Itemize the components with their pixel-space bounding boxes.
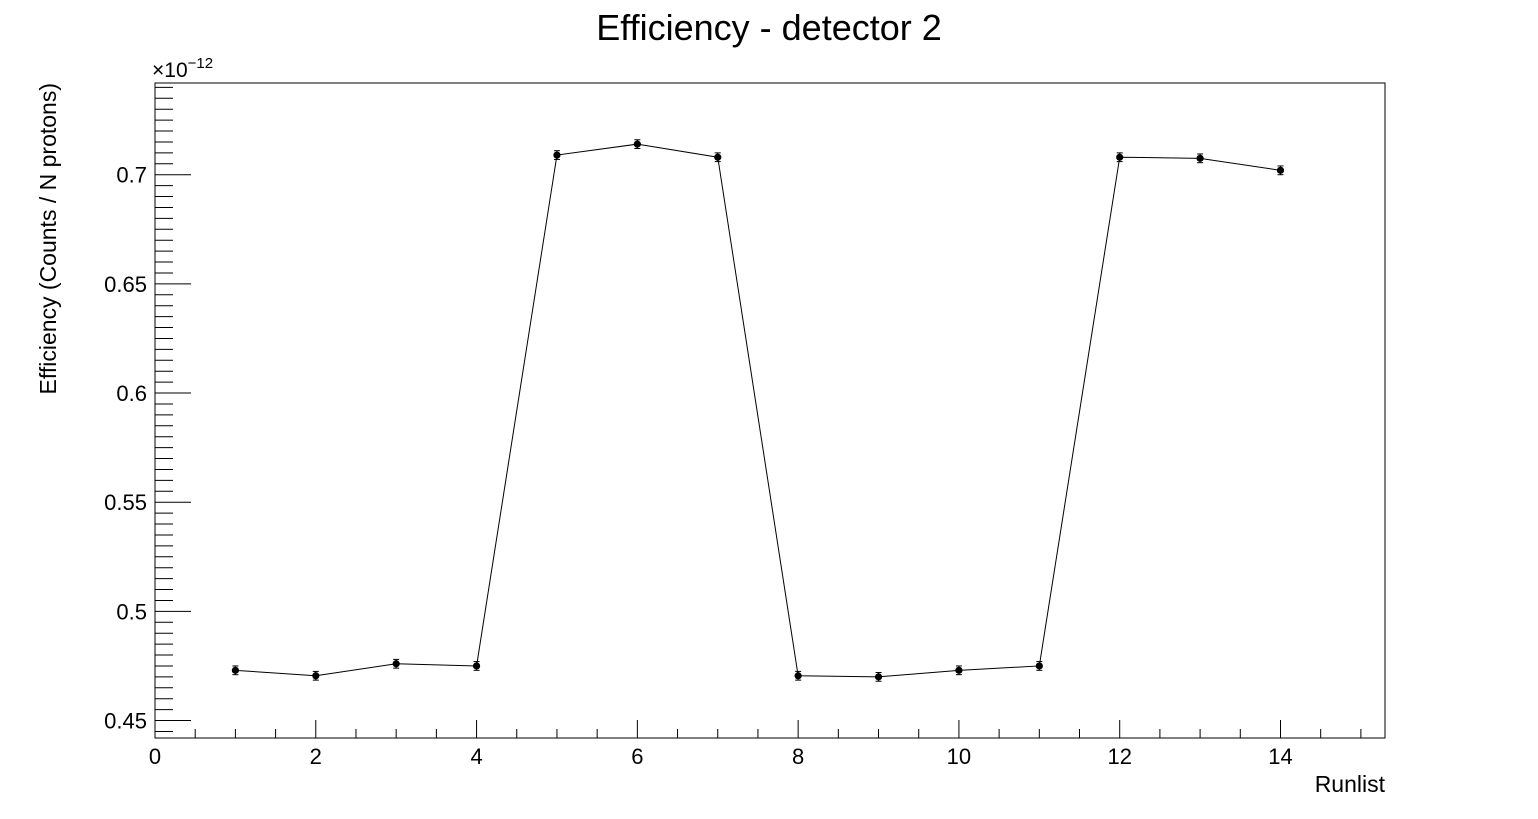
y-tick-label: 0.65 [104, 272, 147, 297]
chart-title: Efficiency - detector 2 [596, 7, 942, 48]
data-point [794, 672, 802, 680]
x-axis-title: Runlist [1315, 771, 1386, 797]
x-tick-label: 8 [792, 744, 804, 769]
data-point [392, 660, 400, 668]
x-tick-label: 14 [1268, 744, 1292, 769]
x-tick-label: 6 [631, 744, 643, 769]
y-axis-title: Efficiency (Counts / N protons) [35, 83, 61, 394]
y-axis-exponent-base: ×10 [152, 59, 188, 82]
data-point [1196, 154, 1204, 162]
y-tick-label: 0.5 [116, 599, 147, 624]
y-axis-exponent-power: −12 [188, 55, 213, 72]
y-axis-exponent: ×10−12 [152, 55, 213, 82]
data-point [231, 666, 239, 674]
data-point [1035, 662, 1043, 670]
y-tick-label: 0.6 [116, 381, 147, 406]
data-point [472, 662, 481, 670]
x-tick-label: 10 [947, 744, 971, 769]
data-point [553, 151, 561, 159]
data-point [955, 666, 963, 674]
data-point [1276, 166, 1285, 174]
x-tick-label: 0 [149, 744, 161, 769]
data-point [312, 672, 320, 680]
series-line [235, 143, 1281, 678]
data-series [231, 139, 1285, 682]
data-point [1116, 153, 1124, 161]
y-axis: 0.45 0.5 0.55 0.6 0.65 0.7 [104, 86, 191, 734]
x-tick-label: 2 [310, 744, 322, 769]
data-point [874, 673, 883, 681]
data-point [714, 153, 722, 161]
data-point [633, 140, 641, 148]
y-tick-label: 0.55 [104, 490, 147, 515]
plot-frame [154, 82, 1386, 739]
x-axis: 0 2 4 6 8 10 12 14 [149, 720, 1362, 769]
x-tick-label: 4 [470, 744, 482, 769]
x-tick-label: 12 [1107, 744, 1131, 769]
y-tick-label: 0.45 [104, 709, 147, 734]
y-tick-label: 0.7 [116, 163, 147, 188]
